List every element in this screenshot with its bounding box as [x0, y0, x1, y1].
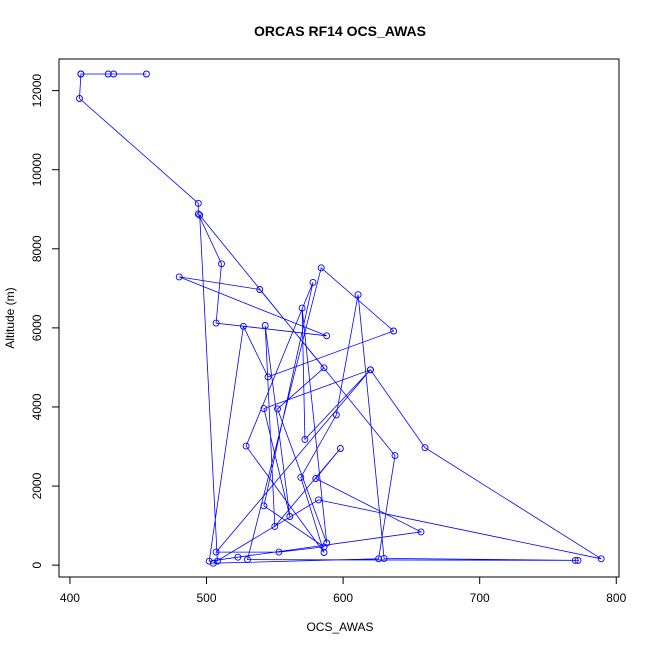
data-point: [239, 322, 247, 330]
data-point: [261, 322, 269, 329]
data-point: [366, 366, 374, 374]
data-point: [597, 555, 605, 563]
data-point: [286, 513, 294, 520]
data-point: [380, 554, 388, 562]
data-point: [260, 502, 268, 510]
x-tick-label: 700: [470, 591, 490, 605]
data-point: [417, 528, 425, 536]
data-point: [76, 95, 83, 102]
data-point: [212, 319, 220, 327]
x-tick-label: 600: [333, 591, 353, 605]
data-point: [301, 435, 309, 443]
y-tick-label: 0: [30, 561, 44, 568]
data-point: [312, 475, 320, 482]
y-axis-label: Altitude (m): [3, 287, 17, 348]
data-point: [274, 405, 281, 413]
y-tick-label: 8000: [30, 235, 44, 262]
data-point: [218, 260, 225, 268]
data-point: [390, 327, 398, 335]
x-tick-label: 500: [196, 591, 216, 605]
data-point: [332, 411, 340, 419]
data-point: [175, 273, 183, 281]
data-point: [260, 405, 268, 413]
data-point: [297, 473, 305, 481]
data-point: [571, 556, 579, 564]
chart-title: ORCAS RF14 OCS_AWAS: [254, 23, 426, 39]
x-tick-label: 400: [60, 591, 80, 605]
data-point: [142, 70, 150, 78]
y-axis: 0 2000 4000 6000 8000 10000 12000: [30, 74, 60, 568]
data-point: [315, 496, 322, 504]
data-point: [196, 211, 204, 219]
data-point: [320, 549, 328, 556]
y-tick-label: 2000: [30, 472, 44, 499]
data-point: [336, 445, 344, 452]
data-point: [110, 70, 118, 78]
series-line: [79, 73, 602, 564]
y-tick-label: 10000: [30, 153, 44, 187]
data-point: [375, 555, 383, 563]
data-point: [298, 304, 306, 312]
y-tick-label: 6000: [30, 314, 44, 341]
x-axis-label: OCS_AWAS: [306, 620, 373, 634]
data-point: [194, 210, 202, 218]
data-point: [209, 559, 217, 567]
data-point: [242, 442, 250, 450]
data-point: [391, 452, 399, 460]
data-point: [212, 548, 220, 556]
data-point: [194, 199, 202, 207]
y-tick-label: 12000: [30, 74, 44, 108]
data-point: [244, 556, 251, 564]
x-axis: 400 500 600 700 800: [60, 576, 627, 605]
data-point: [574, 556, 582, 564]
y-tick-label: 4000: [30, 393, 44, 420]
data-point: [213, 557, 221, 565]
data-point: [264, 373, 272, 381]
data-point: [317, 264, 325, 272]
data-point: [421, 444, 429, 452]
data-point: [256, 286, 264, 293]
series-ocs-awas: [76, 70, 605, 567]
data-point: [77, 70, 85, 78]
data-point: [309, 278, 317, 286]
data-point: [354, 291, 362, 299]
data-point: [104, 70, 112, 78]
data-point: [234, 553, 242, 561]
data-point: [205, 557, 213, 565]
data-point: [271, 522, 279, 530]
data-point: [323, 332, 331, 340]
data-point: [275, 548, 283, 556]
x-tick-label: 800: [606, 591, 626, 605]
plot-frame: [58, 58, 620, 578]
data-point: [320, 364, 328, 372]
